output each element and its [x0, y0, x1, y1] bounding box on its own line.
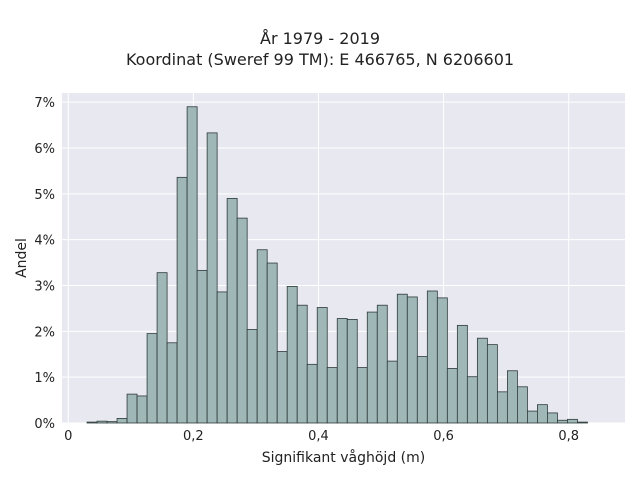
histogram-bar	[316, 307, 328, 424]
histogram-bar	[226, 198, 238, 424]
histogram-bar	[376, 304, 388, 424]
y-axis-label: Andel	[14, 238, 30, 278]
histogram-bar	[466, 376, 478, 424]
y-tick-label: 7%	[34, 96, 55, 111]
histogram-bar	[136, 395, 148, 424]
histogram-bar	[446, 368, 458, 424]
y-tick-label: 0%	[34, 417, 55, 432]
histogram-bar	[346, 319, 358, 424]
histogram-bar	[196, 269, 208, 424]
tick-labels: 0% 1% 2% 3% 4% 5% 6% 7% 0 0,2 0,4 0,6 0,8	[34, 96, 579, 444]
x-tick-label: 0	[64, 429, 72, 444]
histogram-bar	[86, 421, 98, 424]
histogram-bar	[406, 296, 418, 424]
histogram-bar	[557, 419, 568, 424]
x-tick-label: 0,8	[558, 429, 579, 444]
histogram-bar	[356, 367, 368, 424]
histogram-bar	[216, 291, 228, 424]
x-tick-label: 0,4	[308, 429, 329, 444]
histogram-bar	[236, 217, 248, 424]
histogram-bar	[256, 249, 268, 424]
histogram-bar	[426, 290, 438, 424]
x-tick-label: 0,6	[433, 429, 454, 444]
x-tick-label: 0,2	[183, 429, 204, 444]
histogram-bar	[96, 420, 108, 424]
histogram-bar	[296, 304, 308, 424]
histogram-bar	[206, 132, 218, 424]
chart-subtitle: Koordinat (Sweref 99 TM): E 466765, N 62…	[125, 50, 515, 69]
histogram-bar	[116, 418, 128, 424]
histogram-bar	[456, 324, 468, 424]
histogram-bar	[547, 412, 558, 424]
histogram-bar	[577, 421, 588, 424]
grid-lines	[62, 93, 625, 424]
y-tick-label: 6%	[34, 142, 55, 157]
histogram-bar	[496, 391, 508, 424]
y-tick-label: 4%	[34, 234, 55, 249]
chart-title: År 1979 - 2019	[260, 29, 380, 48]
histogram-bar	[166, 342, 178, 424]
histogram-bar	[176, 176, 188, 424]
histogram-bar	[186, 106, 198, 424]
histogram-bar	[517, 386, 528, 424]
y-tick-label: 2%	[34, 325, 55, 340]
histogram-bar	[336, 318, 348, 424]
histogram-bar	[486, 344, 498, 424]
histogram-bar	[146, 333, 158, 424]
histogram-bar	[126, 393, 138, 424]
y-tick-label: 5%	[34, 188, 55, 203]
histogram-bar	[396, 293, 408, 424]
histogram-bar	[476, 337, 488, 424]
y-tick-label: 3%	[34, 280, 55, 295]
histogram-bar	[416, 356, 428, 424]
histogram-bar	[286, 286, 298, 424]
histogram-bar	[506, 370, 518, 424]
histogram-bar	[156, 272, 168, 424]
histogram-bar	[106, 421, 118, 424]
histogram-bar	[567, 418, 578, 424]
histogram-bar	[326, 367, 338, 424]
histogram-bar	[527, 410, 538, 424]
histogram-bar	[386, 360, 398, 424]
histogram-bar	[246, 329, 258, 424]
histogram-bar	[436, 297, 448, 424]
histogram-bar	[306, 363, 318, 424]
histogram-bar	[366, 311, 378, 424]
bars	[86, 106, 588, 424]
y-tick-label: 1%	[34, 371, 55, 386]
x-axis-label: Signifikant våghöjd (m)	[262, 449, 425, 466]
histogram-bar	[537, 404, 548, 424]
histogram-bar	[276, 351, 288, 424]
histogram-bar	[266, 262, 278, 424]
